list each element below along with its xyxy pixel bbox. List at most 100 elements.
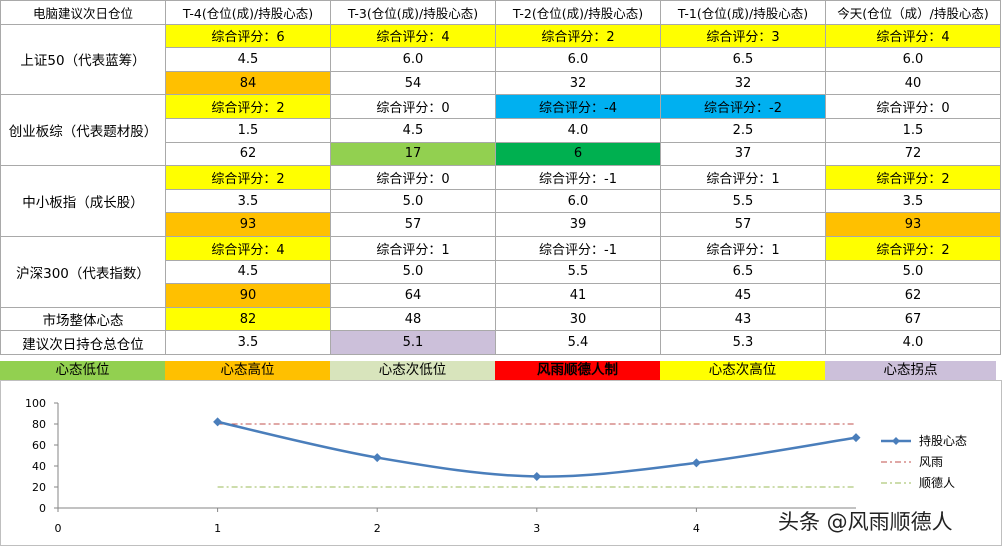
legend-swatch-3: 风雨顺德人制 — [495, 361, 660, 380]
x-tick-label: 4 — [693, 522, 700, 535]
position-cell: 1.5 — [165, 117, 331, 143]
position-cell: 3.5 — [165, 188, 331, 214]
value-cell: 4.0 — [825, 330, 1001, 355]
score-cell: 综合评分：2 — [165, 94, 331, 119]
index-name: 中小板指（成长股） — [0, 165, 166, 237]
position-cell: 4.5 — [165, 47, 331, 72]
header-day-3: T-2(仓位(成)/持股心态) — [495, 0, 661, 25]
header-label: 电脑建议次日仓位 — [0, 0, 166, 25]
position-cell: 4.5 — [165, 259, 331, 285]
sentiment-cell: 40 — [825, 70, 1001, 96]
score-cell: 综合评分：-4 — [495, 94, 661, 119]
index-2-score-row: 中小板指（成长股） 综合评分：2 综合评分：0 综合评分：-1 综合评分：1 综合评分：2 — [0, 165, 1001, 237]
score-cell: 综合评分：0 — [825, 94, 1001, 119]
position-cell: 4.0 — [495, 117, 661, 143]
sentiment-cell: 37 — [660, 141, 826, 167]
position-cell: 5.5 — [495, 259, 661, 285]
position-cell: 5.0 — [330, 259, 496, 285]
legend-marker — [892, 437, 900, 445]
index-3-sentiment-row: 90 64 41 45 62 — [1, 283, 1001, 308]
value-cell: 30 — [495, 306, 661, 332]
value-cell: 3.5 — [165, 330, 331, 355]
sentiment-cell: 6 — [495, 141, 661, 167]
value-cell: 43 — [660, 306, 826, 332]
data-point-1 — [372, 453, 382, 463]
data-point-0 — [213, 417, 223, 427]
sentiment-cell: 72 — [825, 141, 1001, 167]
position-cell: 5.0 — [330, 188, 496, 214]
header-day-1: T-4(仓位(成)/持股心态) — [165, 0, 331, 25]
score-cell: 综合评分：-1 — [495, 235, 661, 261]
index-0-sentiment-row: 84 54 32 32 40 — [1, 70, 1001, 96]
position-cell: 6.5 — [660, 47, 826, 72]
header-row: 电脑建议次日仓位 T-4(仓位(成)/持股心态) T-3(仓位(成)/持股心态) T-… — [0, 0, 1001, 25]
value-cell: 5.4 — [495, 330, 661, 355]
x-tick-label: 3 — [533, 522, 540, 535]
score-cell: 综合评分：2 — [825, 235, 1001, 261]
x-tick-label: 0 — [55, 522, 62, 535]
sentiment-cell: 93 — [825, 212, 1001, 237]
score-cell: 综合评分：4 — [165, 235, 331, 261]
sentiment-cell: 57 — [660, 212, 826, 237]
position-cell: 3.5 — [825, 188, 1001, 214]
score-cell: 综合评分：6 — [165, 23, 331, 49]
sentiment-cell: 64 — [330, 283, 496, 308]
score-cell: 综合评分：0 — [330, 165, 496, 190]
legend-swatch-4: 心态次高位 — [660, 361, 825, 380]
legend-swatch-0: 心态低位 — [0, 361, 165, 380]
y-tick-label: 80 — [32, 418, 46, 431]
position-cell: 1.5 — [825, 117, 1001, 143]
sentiment-cell: 62 — [825, 283, 1001, 308]
score-cell: 综合评分：1 — [330, 235, 496, 261]
score-cell: 综合评分：2 — [495, 23, 661, 49]
index-name: 创业板综（代表题材股） — [0, 94, 166, 167]
market-sentiment-row: 市场整体心态 82 48 30 43 67 — [0, 306, 1001, 332]
index-name: 上证50（代表蓝筹） — [0, 23, 166, 96]
score-cell: 综合评分：2 — [165, 165, 331, 190]
score-cell: 综合评分：0 — [330, 94, 496, 119]
value-cell: 82 — [165, 306, 331, 332]
value-cell: 48 — [330, 306, 496, 332]
score-cell: 综合评分：4 — [330, 23, 496, 49]
sentiment-cell: 45 — [660, 283, 826, 308]
sentiment-cell: 32 — [495, 70, 661, 96]
index-0-position-row: 4.5 6.0 6.0 6.5 6.0 — [1, 47, 1001, 72]
score-cell: 综合评分：3 — [660, 23, 826, 49]
position-cell: 5.5 — [660, 188, 826, 214]
sentiment-table: 电脑建议次日仓位 T-4(仓位(成)/持股心态) T-3(仓位(成)/持股心态) T-… — [0, 0, 1001, 355]
sentiment-chart: 0 20 40 60 80 100 0 1 2 3 4 持股心态 风雨 顺德人 — [0, 380, 1002, 546]
position-cell: 6.0 — [495, 47, 661, 72]
value-cell: 5.1 — [330, 330, 496, 355]
legend-label: 风雨 — [919, 455, 943, 469]
data-point-4 — [851, 433, 861, 443]
header-day-5: 今天(仓位（成）/持股心态) — [825, 0, 1001, 25]
x-tick-label: 1 — [214, 522, 221, 535]
legend-label: 持股心态 — [919, 433, 967, 448]
legend-swatch-2: 心态次低位 — [330, 361, 495, 380]
sentiment-cell: 17 — [330, 141, 496, 167]
y-tick-label: 0 — [39, 502, 46, 515]
sentiment-cell: 93 — [165, 212, 331, 237]
index-1-sentiment-row: 62 17 6 37 72 — [1, 141, 1001, 167]
score-cell: 综合评分：1 — [660, 165, 826, 190]
header-day-4: T-1(仓位(成)/持股心态) — [660, 0, 826, 25]
sentiment-cell: 90 — [165, 283, 331, 308]
y-tick-label: 100 — [25, 397, 46, 410]
series-line-0 — [217, 420, 857, 478]
score-cell: 综合评分：4 — [825, 23, 1001, 49]
legend-label: 顺德人 — [919, 475, 955, 490]
y-tick-label: 20 — [32, 481, 46, 494]
color-legend-row: 心态低位 心态高位 心态次低位 风雨顺德人制 心态次高位 心态拐点 — [0, 361, 1000, 380]
legend-swatch-5: 心态拐点 — [825, 361, 996, 380]
score-cell: 综合评分：2 — [825, 165, 1001, 190]
position-cell: 6.0 — [825, 47, 1001, 72]
sentiment-cell: 32 — [660, 70, 826, 96]
watermark-text: 头条 @风雨顺德人 — [778, 510, 953, 534]
y-tick-label: 40 — [32, 460, 46, 473]
data-point-3 — [691, 458, 701, 468]
sentiment-cell: 62 — [165, 141, 331, 167]
index-name: 沪深300（代表指数） — [0, 235, 166, 308]
position-cell: 6.0 — [330, 47, 496, 72]
value-cell: 67 — [825, 306, 1001, 332]
